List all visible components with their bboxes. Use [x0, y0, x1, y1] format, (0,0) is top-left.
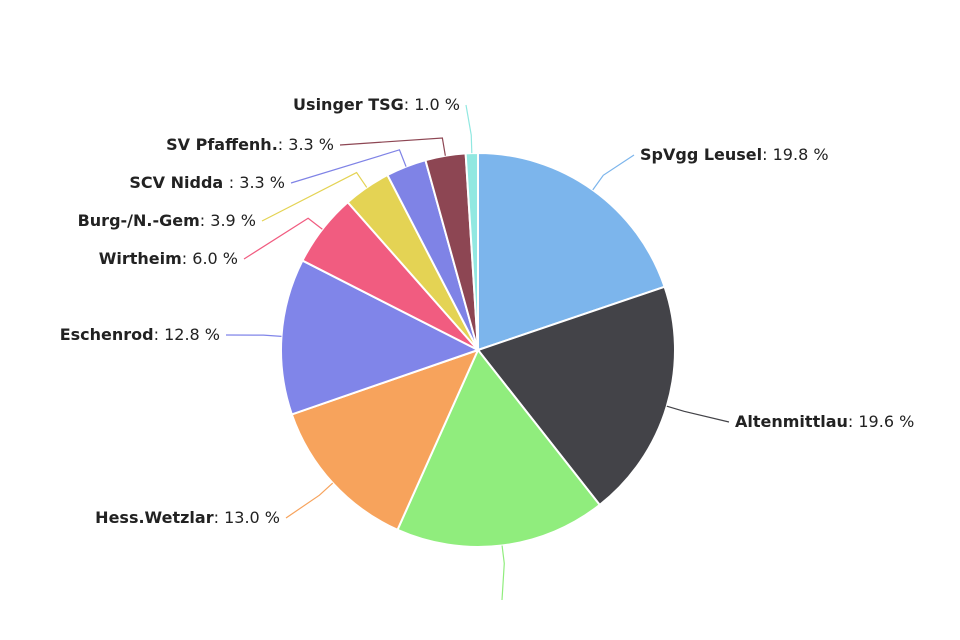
pie-slice — [396, 348, 602, 548]
connector — [465, 104, 473, 154]
label-value: : 19.6 % — [848, 412, 914, 431]
label-value: : 12.8 % — [154, 325, 220, 344]
pie-slice — [290, 348, 480, 532]
data-label: SCV Nidda : 3.3 % — [129, 173, 285, 192]
data-label: SV Pfaffenh.: 3.3 % — [166, 135, 334, 154]
label-name: SV Pfaffenh. — [166, 135, 278, 154]
data-label: SpVgg Leusel: 19.8 % — [640, 145, 829, 164]
label-value: : 1.0 % — [404, 95, 460, 114]
data-label: Altenmittlau: 19.6 % — [735, 412, 914, 431]
pie-slice — [464, 151, 479, 351]
connector — [225, 334, 282, 337]
connector — [285, 482, 334, 519]
data-label: Eschenrod: 12.8 % — [60, 325, 220, 344]
pie-slice — [477, 151, 666, 352]
data-label: Burg-/N.-Gem: 3.9 % — [78, 211, 256, 230]
label-name: Usinger TSG — [293, 95, 404, 114]
data-label: Hess.Wetzlar: 13.0 % — [95, 508, 280, 527]
label-name: Hess.Wetzlar — [95, 508, 214, 527]
label-value: : 13.0 % — [214, 508, 280, 527]
connector — [243, 217, 323, 260]
label-name: Burg-/N.-Gem — [78, 211, 200, 230]
label-value: : 3.3 % — [229, 173, 285, 192]
label-name: SCV Nidda — [129, 173, 228, 192]
label-name: Eschenrod — [60, 325, 154, 344]
connector — [261, 171, 368, 222]
label-value: : 3.3 % — [278, 135, 334, 154]
label-name: SpVgg Leusel — [640, 145, 762, 164]
label-name: Wirtheim — [99, 249, 182, 268]
connector — [339, 137, 446, 156]
data-label: Usinger TSG: 1.0 % — [293, 95, 460, 114]
pie-slice — [476, 285, 676, 507]
connector — [290, 149, 407, 184]
connector — [501, 545, 505, 601]
data-label: Wirtheim: 6.0 % — [99, 249, 238, 268]
label-value: : 3.9 % — [200, 211, 256, 230]
connector — [592, 154, 635, 191]
connector — [666, 405, 730, 423]
label-value: : 19.8 % — [762, 145, 828, 164]
pie-slice — [280, 259, 481, 416]
label-name: Altenmittlau — [735, 412, 848, 431]
label-value: : 6.0 % — [182, 249, 238, 268]
